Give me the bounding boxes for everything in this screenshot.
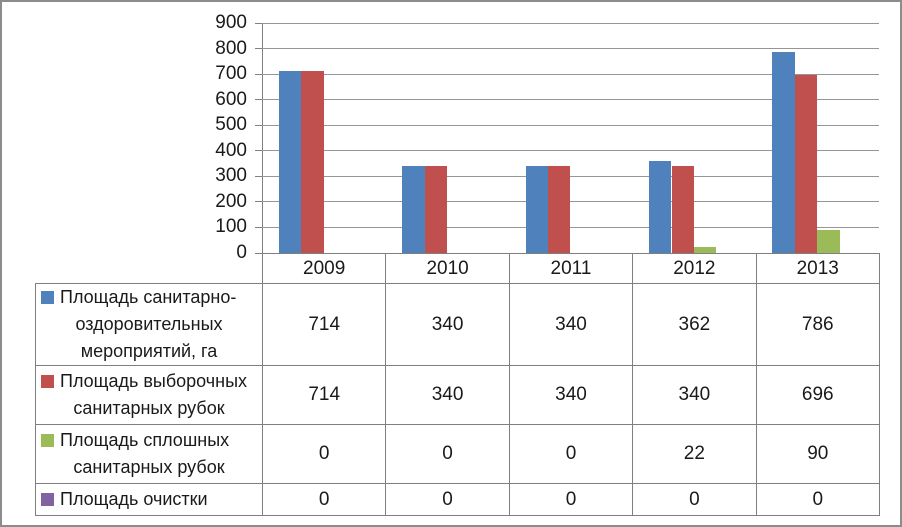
bar-series1-2011 xyxy=(525,166,548,253)
year-header-cell: 2010 xyxy=(385,253,510,284)
y-axis-tick-label: 0 xyxy=(236,242,247,263)
year-header-cell: 2012 xyxy=(632,253,757,284)
legend-swatch-icon xyxy=(41,291,54,304)
y-axis-tick-label: 700 xyxy=(215,63,247,85)
data-table: 2009 2010 2011 2012 2013 Площадь санитарно-оз… xyxy=(35,253,880,516)
y-axis-tick xyxy=(255,124,262,126)
series-value-cell: 340 xyxy=(508,283,634,366)
y-gridline xyxy=(262,99,879,101)
legend-swatch-icon xyxy=(41,375,54,388)
series-value-cell: 0 xyxy=(508,424,634,484)
y-gridline xyxy=(262,124,879,126)
series-value-cell: 0 xyxy=(385,424,510,484)
series-label-text: Площадь очистки xyxy=(60,489,208,509)
year-header-cell: 2011 xyxy=(508,253,634,284)
series-value-cell: 786 xyxy=(755,283,880,366)
series-label-cell: Площадь выборочных санитарных рубок xyxy=(35,365,263,425)
series-value-cell: 340 xyxy=(508,365,634,425)
y-axis-tick xyxy=(255,150,262,152)
series-label-line: санитарных рубок xyxy=(73,398,225,418)
series-label-line: Площадь выборочных xyxy=(36,368,262,395)
y-axis-tick-label: 500 xyxy=(215,114,247,136)
series-value-cell: 0 xyxy=(385,483,510,516)
bar-series3-2012 xyxy=(693,247,717,253)
y-axis-tick-label: 800 xyxy=(215,37,247,59)
y-axis-tick xyxy=(255,175,262,177)
series-label-cell: Площадь санитарно-оздоровительных меропри… xyxy=(35,283,263,366)
y-gridline xyxy=(262,226,879,228)
y-gridline xyxy=(262,201,879,203)
series-value-cell: 714 xyxy=(261,365,387,425)
y-axis-tick xyxy=(255,48,262,50)
y-axis-tick xyxy=(255,73,262,75)
bar-series2-2013 xyxy=(794,75,818,253)
y-gridline xyxy=(262,22,879,24)
y-axis-line xyxy=(262,23,263,253)
year-header-cell: 2013 xyxy=(755,253,880,284)
series-value-cell: 362 xyxy=(632,283,757,366)
series-value-cell: 90 xyxy=(755,424,880,484)
y-gridline xyxy=(262,150,879,152)
legend-swatch-icon xyxy=(41,493,54,506)
year-header-cell: 2009 xyxy=(261,253,387,284)
series-value-cell: 0 xyxy=(508,483,634,516)
y-axis-tick-label: 100 xyxy=(215,216,247,238)
bar-series2-2009 xyxy=(301,70,324,253)
series-label-line: Площадь очистки xyxy=(36,486,262,513)
y-axis-tick xyxy=(255,99,262,101)
series-value-cell: 0 xyxy=(261,424,387,484)
series-label-line: оздоровительных xyxy=(75,314,223,334)
y-gridline xyxy=(262,175,879,177)
table-series-row: Площадь сплошных санитарных рубок 0 0 0 22 90 xyxy=(35,424,880,484)
y-gridline xyxy=(262,48,879,50)
series-value-cell: 340 xyxy=(385,283,510,366)
table-corner-spacer xyxy=(36,254,263,284)
series-label-line: Площадь сплошных xyxy=(36,427,262,454)
legend-swatch-icon xyxy=(41,434,54,447)
series-label-text: Площадь выборочных xyxy=(60,371,248,391)
series-label-text: Площадь санитарно- xyxy=(60,287,237,307)
bar-series2-2012 xyxy=(671,166,694,253)
y-axis-tick xyxy=(255,201,262,203)
series-label-cell: Площадь сплошных санитарных рубок xyxy=(35,424,263,484)
series-value-cell: 0 xyxy=(632,483,757,516)
table-series-row: Площадь санитарно-оздоровительных меропри… xyxy=(35,283,880,366)
bar-series1-2010 xyxy=(402,166,425,253)
series-label-line: санитарных рубок xyxy=(73,457,225,477)
table-series-row: Площадь очистки 0 0 0 0 0 xyxy=(35,483,880,516)
bar-series1-2009 xyxy=(278,70,302,253)
y-axis-tick-label: 900 xyxy=(215,12,247,33)
series-value-cell: 340 xyxy=(632,365,757,425)
series-value-cell: 22 xyxy=(632,424,757,484)
series-value-cell: 696 xyxy=(755,365,880,425)
series-label-text: Площадь сплошных xyxy=(60,430,230,450)
bar-series1-2012 xyxy=(649,160,672,253)
bar-series2-2011 xyxy=(548,166,571,253)
y-axis-tick xyxy=(255,252,262,254)
series-label-cell: Площадь очистки xyxy=(35,483,263,516)
table-series-row: Площадь выборочных санитарных рубок 714 340… xyxy=(35,365,880,425)
bar-series3-2013 xyxy=(817,230,840,253)
series-value-cell: 0 xyxy=(755,483,880,516)
y-axis-tick-label: 300 xyxy=(215,165,247,187)
y-axis-tick-label: 400 xyxy=(215,139,247,161)
series-value-cell: 340 xyxy=(385,365,510,425)
y-axis-tick xyxy=(255,226,262,228)
series-value-cell: 0 xyxy=(261,483,387,516)
y-axis-tick-label: 600 xyxy=(215,88,247,110)
table-year-row: 2009 2010 2011 2012 2013 xyxy=(36,253,880,284)
series-label-line: Площадь санитарно- xyxy=(36,284,262,311)
y-axis-tick-label: 200 xyxy=(215,190,247,212)
y-gridline xyxy=(262,73,879,75)
bar-series1-2013 xyxy=(772,52,795,253)
series-label-line: мероприятий, га xyxy=(80,341,218,361)
y-axis-tick xyxy=(255,22,262,24)
bar-series2-2010 xyxy=(424,166,448,253)
series-value-cell: 714 xyxy=(261,283,387,366)
